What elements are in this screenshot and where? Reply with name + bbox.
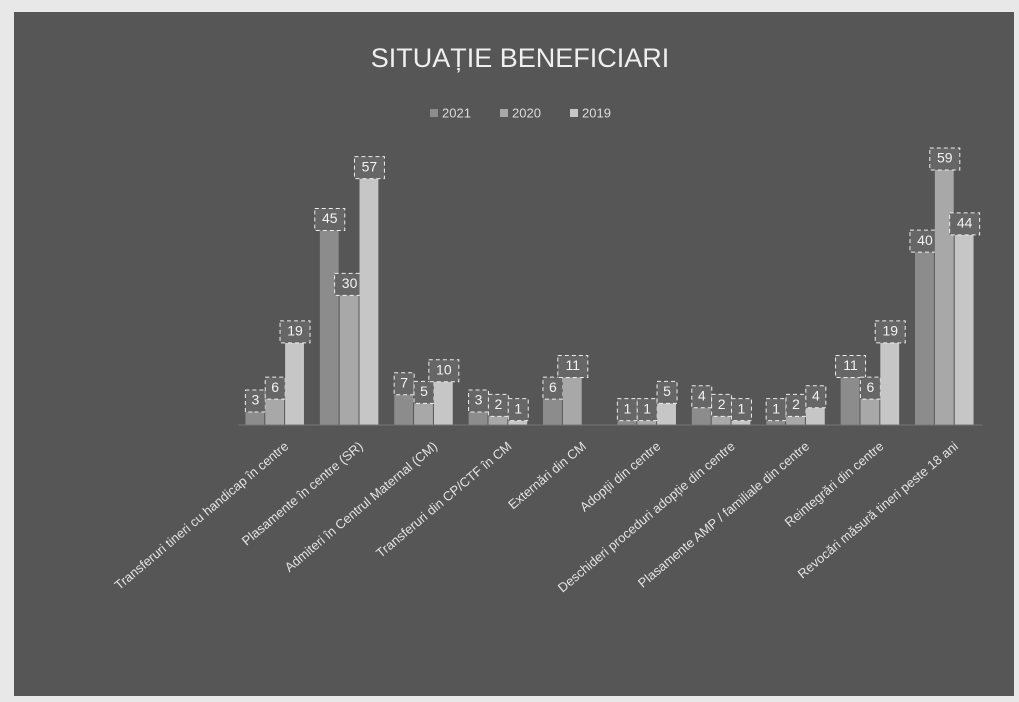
data-label: 1 (772, 400, 780, 416)
legend-label: 2019 (582, 105, 611, 120)
bar (359, 178, 379, 425)
bar (657, 403, 676, 425)
bar (617, 420, 637, 425)
bar (860, 399, 880, 425)
data-label: 2 (792, 396, 800, 412)
bar (954, 234, 974, 425)
bar (414, 403, 433, 425)
data-label: 6 (549, 379, 557, 395)
bar (245, 412, 265, 425)
data-label-box (805, 385, 827, 409)
data-label: 44 (957, 215, 973, 231)
data-label: 3 (251, 392, 259, 408)
data-label-box (835, 354, 867, 378)
data-label: 5 (663, 383, 671, 399)
bar (637, 420, 657, 425)
legend: 2021 2020 2019 (430, 105, 611, 120)
bar (319, 230, 339, 425)
legend-swatch (500, 109, 508, 117)
data-label: 19 (882, 323, 898, 339)
bar (711, 416, 731, 425)
data-label: 11 (843, 357, 858, 373)
data-label: 6 (271, 379, 279, 395)
data-label: 11 (566, 357, 581, 373)
data-label: 2 (718, 396, 726, 412)
legend-swatch (570, 109, 578, 117)
data-label-box (730, 398, 752, 422)
chart-title: SITUAȚIE BENEFICIARI (371, 43, 670, 73)
data-label: 3 (475, 392, 483, 408)
data-label: 6 (867, 379, 875, 395)
data-label-box (656, 380, 678, 404)
data-label: 1 (623, 400, 631, 416)
bar (915, 252, 934, 425)
bar (562, 377, 582, 425)
data-label: 1 (643, 400, 651, 416)
data-label-box (507, 398, 529, 422)
legend-label: 2020 (512, 105, 541, 120)
data-label-box (929, 147, 961, 171)
bar (265, 399, 285, 425)
bar (766, 420, 786, 425)
data-label-box (353, 156, 385, 180)
data-label: 59 (937, 150, 953, 166)
data-label: 2 (495, 396, 503, 412)
data-label-box (557, 354, 589, 378)
data-label: 1 (514, 400, 522, 416)
bar (731, 420, 751, 425)
bar (840, 377, 860, 425)
data-label: 40 (917, 232, 933, 248)
data-label: 7 (400, 374, 408, 390)
data-label: 4 (698, 387, 706, 403)
data-label: 57 (362, 158, 378, 174)
legend-label: 2021 (442, 105, 471, 120)
bar (394, 394, 414, 425)
bar (805, 407, 825, 425)
bar (488, 416, 508, 425)
data-label-box (874, 320, 906, 344)
bar (508, 420, 528, 425)
bar (433, 381, 453, 425)
data-label: 1 (738, 400, 746, 416)
data-label-box (279, 320, 311, 344)
data-label: 10 (436, 361, 452, 377)
chart-background (14, 12, 1014, 696)
legend-swatch (430, 109, 438, 117)
data-label-box (314, 208, 346, 232)
data-label-box (949, 212, 981, 236)
data-label: 5 (420, 383, 428, 399)
bar (934, 170, 954, 425)
bar (339, 295, 359, 425)
data-label-box (909, 229, 941, 253)
data-label-box (334, 272, 366, 296)
data-label-box (428, 359, 460, 383)
bar (468, 412, 488, 425)
data-label: 30 (342, 275, 358, 291)
bar (543, 399, 562, 425)
bar (691, 407, 711, 425)
bar (285, 342, 304, 425)
data-label: 4 (812, 387, 820, 403)
bar (786, 416, 805, 425)
data-label: 19 (287, 323, 303, 339)
data-label: 45 (322, 210, 338, 226)
bar (880, 342, 900, 425)
